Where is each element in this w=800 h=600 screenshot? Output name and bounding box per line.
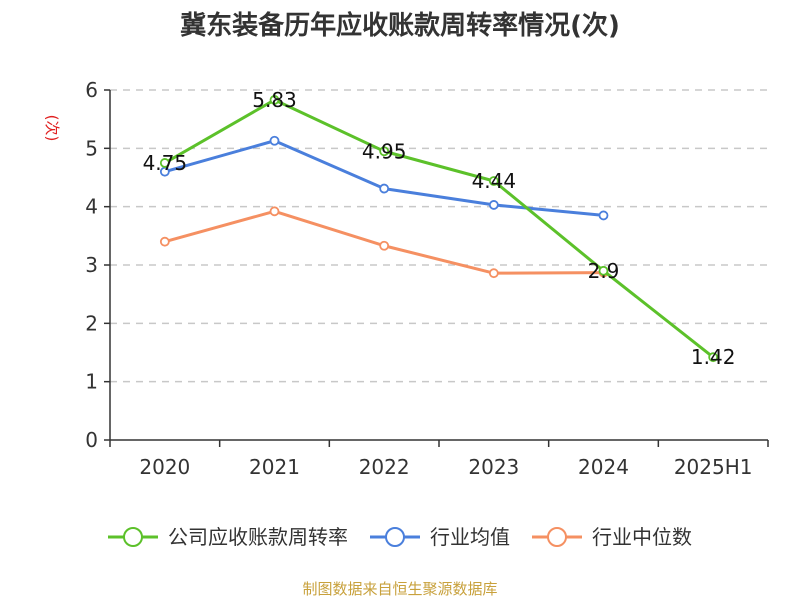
data-label: 4.95 bbox=[362, 139, 407, 163]
grid-lines bbox=[110, 89, 768, 383]
legend-label: 行业中位数 bbox=[592, 525, 692, 549]
legend[interactable]: 公司应收账款周转率 行业均值 行业中位数 bbox=[108, 525, 692, 549]
source-note: 制图数据来自恒生聚源数据库 bbox=[302, 580, 497, 598]
y-tick-label: 3 bbox=[85, 253, 98, 277]
series-line bbox=[164, 98, 715, 359]
data-point[interactable] bbox=[379, 183, 390, 194]
data-point[interactable] bbox=[159, 236, 170, 247]
legend-item[interactable]: 公司应收账款周转率 bbox=[108, 525, 348, 549]
x-tick-label: 2024 bbox=[578, 455, 629, 479]
axes: 0 1 2 3 4 5 6 2020 2021 2022 2023 2024 2025H1 bbox=[85, 78, 769, 479]
data-label: 5.83 bbox=[252, 88, 297, 112]
data-point[interactable] bbox=[488, 200, 499, 210]
data-point[interactable] bbox=[379, 146, 390, 157]
legend-marker bbox=[547, 527, 567, 547]
y-tick-label: 2 bbox=[85, 311, 98, 335]
x-tick-label: 2021 bbox=[249, 455, 300, 479]
data-label: 4.44 bbox=[472, 169, 517, 193]
y-tick-label: 6 bbox=[85, 78, 98, 102]
series-group: 4.75 5.83 4.95 4.44 2.9 1.42 bbox=[143, 88, 736, 369]
legend-item[interactable]: 行业均值 bbox=[370, 525, 510, 549]
data-point[interactable] bbox=[379, 240, 390, 251]
y-tick-label: 0 bbox=[85, 428, 98, 452]
data-label: 2.9 bbox=[588, 259, 620, 283]
y-axis-label: (次) bbox=[43, 115, 61, 142]
data-point[interactable] bbox=[269, 206, 280, 217]
data-point[interactable] bbox=[269, 135, 280, 146]
y-tick-label: 1 bbox=[85, 370, 98, 394]
x-tick-label: 2022 bbox=[359, 455, 410, 479]
data-point[interactable] bbox=[488, 176, 499, 186]
data-label: 1.42 bbox=[691, 345, 736, 369]
legend-marker bbox=[123, 527, 143, 547]
series-0 bbox=[159, 95, 719, 363]
series-1 bbox=[159, 135, 609, 221]
legend-item[interactable]: 行业中位数 bbox=[532, 525, 692, 549]
data-point[interactable] bbox=[159, 158, 170, 168]
data-point[interactable] bbox=[488, 268, 499, 279]
x-tick-label: 2025H1 bbox=[674, 455, 753, 479]
y-tick-label: 5 bbox=[85, 136, 98, 160]
data-point[interactable] bbox=[598, 210, 609, 221]
data-labels: 4.75 5.83 4.95 4.44 2.9 1.42 bbox=[143, 88, 736, 369]
data-point[interactable] bbox=[708, 352, 719, 363]
legend-label: 公司应收账款周转率 bbox=[168, 525, 348, 549]
series-2 bbox=[159, 206, 609, 279]
legend-label: 行业均值 bbox=[430, 525, 510, 549]
x-tick-label: 2020 bbox=[139, 455, 190, 479]
chart-title: 冀东装备历年应收账款周转率情况(次) bbox=[180, 10, 620, 41]
data-point[interactable] bbox=[598, 265, 609, 276]
legend-marker bbox=[385, 527, 405, 547]
x-tick-label: 2023 bbox=[468, 455, 519, 479]
data-point[interactable] bbox=[269, 95, 280, 105]
data-label: 4.75 bbox=[143, 151, 188, 175]
y-tick-label: 4 bbox=[85, 195, 98, 219]
